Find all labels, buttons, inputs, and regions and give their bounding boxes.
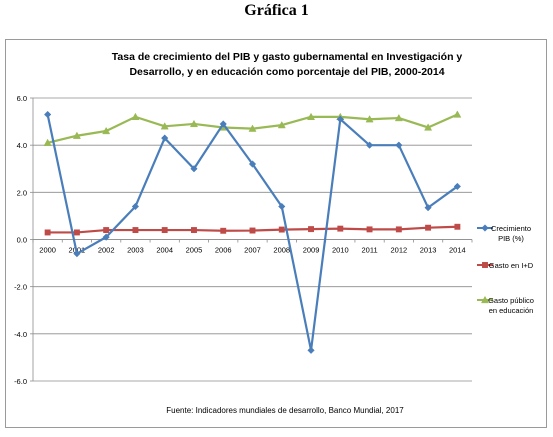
- series-group: [44, 223, 461, 236]
- data-point: [307, 346, 315, 354]
- legend-label: en educación: [489, 306, 534, 315]
- data-point: [43, 110, 52, 119]
- y-tick-label: -4.0: [14, 330, 27, 339]
- data-point: [43, 138, 52, 146]
- data-point: [44, 229, 51, 236]
- data-point: [424, 123, 433, 131]
- x-tick-label: 2008: [273, 246, 290, 255]
- legend-label: Gasto público: [488, 296, 534, 305]
- data-point: [454, 223, 461, 230]
- legend-label: PIB (%): [498, 234, 524, 243]
- x-tick-label: 2007: [244, 246, 261, 255]
- page-heading: Gráfica 1: [244, 2, 309, 19]
- data-point: [482, 262, 488, 268]
- y-tick-label: -6.0: [14, 377, 27, 386]
- data-point: [249, 227, 256, 234]
- data-point: [453, 182, 462, 191]
- x-tick-label: 2005: [186, 246, 203, 255]
- data-point: [394, 113, 403, 122]
- legend-label: Gasto en I+D: [489, 261, 534, 270]
- y-tick-label: 2.0: [17, 188, 27, 197]
- data-point: [103, 227, 110, 234]
- data-point: [336, 115, 344, 123]
- y-tick-label: 6.0: [17, 94, 27, 103]
- data-point: [308, 226, 314, 233]
- x-tick-label: 2012: [390, 246, 407, 255]
- data-point: [453, 110, 462, 118]
- legend-label: Crecimiento: [491, 224, 531, 233]
- series-layer: [43, 110, 462, 354]
- data-point: [395, 226, 402, 233]
- data-point: [278, 202, 286, 211]
- x-tick-label: 2014: [449, 246, 466, 255]
- legend-item: Gasto en I+D: [477, 261, 534, 270]
- chart-frame: [5, 39, 547, 428]
- data-point: [366, 226, 373, 233]
- data-point: [219, 120, 227, 128]
- y-tick-label: 0.0: [17, 236, 27, 245]
- series-group: [43, 110, 462, 354]
- data-point: [160, 122, 169, 130]
- x-tick-label: 2011: [361, 246, 377, 255]
- x-tick-label: 2006: [215, 246, 232, 255]
- y-axis: 6.0 4.0 2.0 0.0 -2.0 -4.0 -6.0: [14, 94, 34, 386]
- x-tick-label: 2009: [303, 246, 320, 255]
- x-tick-label: 2013: [420, 246, 437, 255]
- data-point: [161, 134, 169, 142]
- data-point: [161, 227, 168, 234]
- chart-title-line-2: Desarrollo, y en educación como porcenta…: [129, 66, 444, 78]
- data-point: [72, 131, 81, 139]
- y-tick-label: 4.0: [17, 141, 27, 150]
- data-point: [307, 112, 316, 120]
- data-point: [424, 204, 432, 212]
- data-point: [365, 141, 374, 149]
- data-point: [191, 227, 197, 234]
- data-point: [395, 141, 403, 149]
- data-point: [481, 224, 489, 232]
- data-point: [425, 224, 432, 231]
- series-group: [43, 110, 462, 146]
- data-point: [337, 225, 344, 232]
- x-tick-label: 2003: [127, 246, 144, 255]
- data-point: [131, 112, 140, 120]
- data-point: [365, 115, 374, 123]
- data-point: [132, 227, 139, 234]
- x-tick-label: 2002: [98, 246, 115, 255]
- x-tick-label: 2000: [39, 246, 56, 255]
- data-point: [190, 165, 198, 173]
- data-point: [278, 226, 285, 233]
- data-point: [248, 124, 257, 132]
- source-note: Fuente: Indicadores mundiales de desarro…: [166, 406, 404, 415]
- data-point: [102, 233, 110, 241]
- data-point: [102, 126, 111, 135]
- x-tick-label: 2004: [156, 246, 173, 255]
- data-point: [131, 202, 140, 211]
- data-point: [189, 119, 198, 128]
- data-point: [73, 229, 80, 236]
- x-tick-label: 2010: [332, 246, 349, 255]
- chart-title-line-1: Tasa de crecimiento del PIB y gasto gube…: [112, 51, 463, 63]
- y-tick-label: -2.0: [14, 283, 27, 292]
- data-point: [277, 121, 286, 129]
- data-point: [480, 295, 490, 304]
- data-point: [248, 160, 257, 168]
- data-point: [73, 249, 81, 258]
- data-point: [220, 227, 227, 234]
